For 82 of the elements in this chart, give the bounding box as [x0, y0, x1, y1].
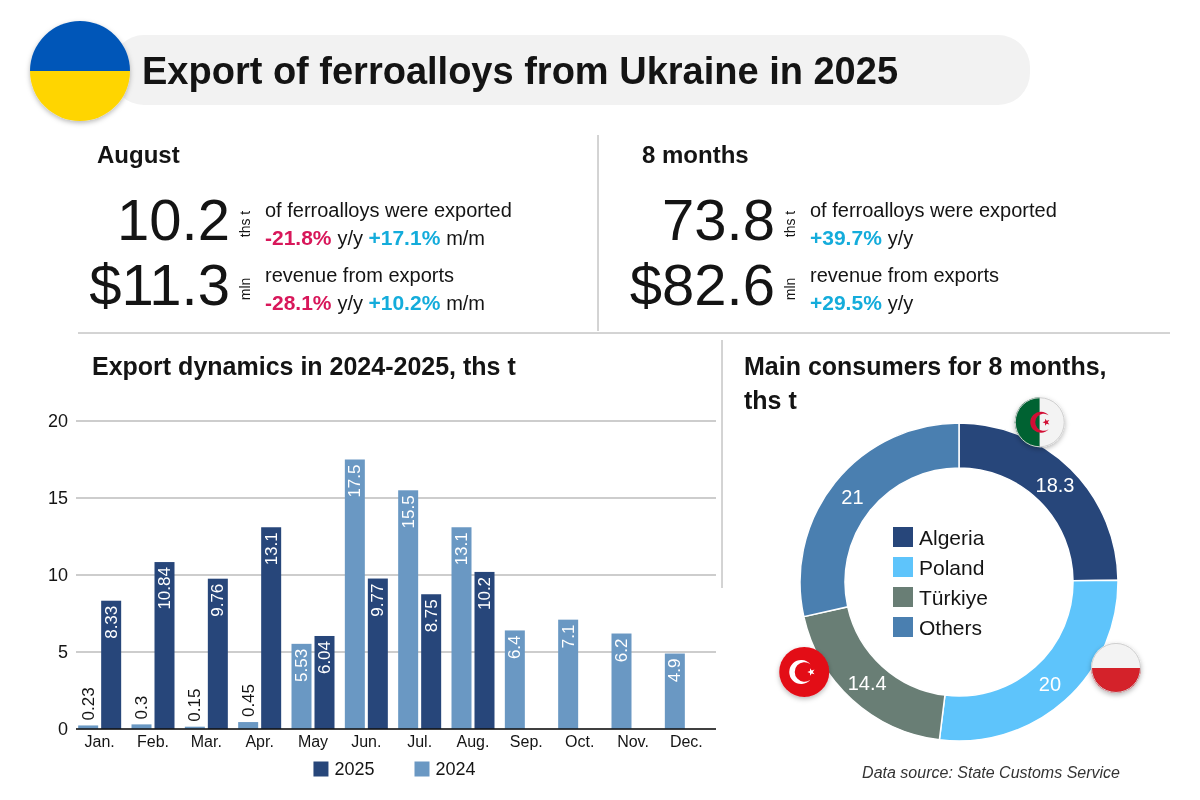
- y-tick-label: 10: [47, 565, 68, 585]
- text: mln: [237, 277, 253, 301]
- bar: [398, 490, 419, 729]
- text: ths t: [782, 210, 798, 238]
- x-tick-label: May: [297, 733, 329, 750]
- data-label: 8.75: [421, 599, 441, 633]
- data-label: 9.76: [208, 583, 228, 617]
- data-label: 5.53: [292, 648, 311, 682]
- data-label: 14.4: [847, 672, 887, 695]
- text: 73.8: [662, 187, 775, 252]
- text: revenue from exports: [265, 264, 454, 286]
- legend-label: Algeria: [919, 525, 985, 549]
- data-label: 9.77: [368, 583, 388, 617]
- data-label: 21: [841, 485, 864, 508]
- data-label: 15.5: [398, 495, 418, 529]
- data-label: 17.5: [345, 464, 365, 498]
- data-label: 8.33: [101, 605, 121, 639]
- data-label: 0.3: [132, 695, 151, 720]
- legend-label: Others: [919, 615, 983, 639]
- text: revenue from exports: [810, 264, 999, 286]
- text: August: [97, 141, 180, 168]
- data-label: 10.84: [155, 567, 174, 610]
- x-tick-label: Sep.: [509, 733, 543, 750]
- chart-title: Main consumers for 8 months, ths t: [744, 352, 1107, 414]
- text: ths t: [237, 210, 253, 238]
- x-tick-label: Feb.: [136, 733, 170, 750]
- legend-label: Türkiye: [919, 585, 988, 609]
- data-label: 6.4: [505, 635, 525, 660]
- data-label: 0.15: [185, 688, 205, 722]
- text: Export of ferroalloys from Ukraine in 2025: [142, 50, 899, 92]
- x-tick-label: Jul.: [407, 733, 433, 750]
- bar: [101, 600, 122, 729]
- legend-label: 2024: [435, 759, 476, 779]
- x-tick-label: Aug.: [456, 733, 490, 750]
- x-tick-label: Mar.: [190, 733, 222, 750]
- y-tick-label: 15: [47, 488, 68, 508]
- text: +29.5% y/y: [810, 291, 914, 314]
- bar: [451, 527, 472, 729]
- bar: [261, 527, 282, 729]
- data-label: 4.9: [665, 658, 685, 683]
- text: +39.7% y/y: [810, 226, 914, 249]
- x-tick-label: Dec.: [669, 733, 703, 750]
- x-tick-label: Jun.: [351, 733, 382, 750]
- data-label: 0.23: [78, 687, 98, 721]
- data-label: 10.2: [475, 576, 494, 611]
- bar: [207, 578, 228, 729]
- text: $11.3: [89, 252, 230, 317]
- y-tick-label: 5: [57, 642, 68, 662]
- text: 8 months: [642, 141, 749, 168]
- y-tick-label: 20: [47, 411, 68, 431]
- data-label: 20: [1038, 672, 1062, 695]
- bar: [154, 562, 175, 729]
- data-label: 6.2: [612, 638, 631, 663]
- text: -28.1% y/y +10.2% m/m: [265, 291, 486, 314]
- bar: [474, 571, 495, 729]
- chart-title: Export dynamics in 2024-2025, ths t: [92, 352, 517, 380]
- x-tick-label: Apr.: [245, 733, 274, 750]
- x-tick-label: Nov.: [617, 733, 649, 750]
- data-label: 0.45: [238, 683, 258, 718]
- text: -21.8% y/y +17.1% m/m: [265, 226, 486, 249]
- data-label: 13.1: [452, 532, 471, 566]
- text: of ferroalloys were exported: [265, 199, 512, 221]
- x-tick-label: Oct.: [564, 733, 595, 750]
- bar: [611, 633, 632, 729]
- text: $82.6: [629, 252, 775, 317]
- data-label: 6.04: [315, 640, 334, 675]
- bar: [558, 619, 579, 729]
- data-label: 13.1: [261, 532, 281, 566]
- legend-label: Poland: [919, 555, 985, 579]
- source-note: Data source: State Customs Service: [862, 764, 1121, 781]
- text: of ferroalloys were exported: [810, 199, 1057, 221]
- text: mln: [782, 277, 798, 301]
- bar: [504, 630, 525, 729]
- text: 10.2: [117, 187, 230, 252]
- data-label: 18.3: [1035, 473, 1075, 496]
- data-label: 7.1: [558, 624, 578, 649]
- y-tick-label: 0: [57, 719, 68, 739]
- x-tick-label: Jan.: [84, 733, 115, 750]
- legend-label: 2025: [334, 759, 375, 779]
- bar: [421, 594, 442, 729]
- bar: [367, 578, 388, 729]
- bar: [344, 459, 365, 729]
